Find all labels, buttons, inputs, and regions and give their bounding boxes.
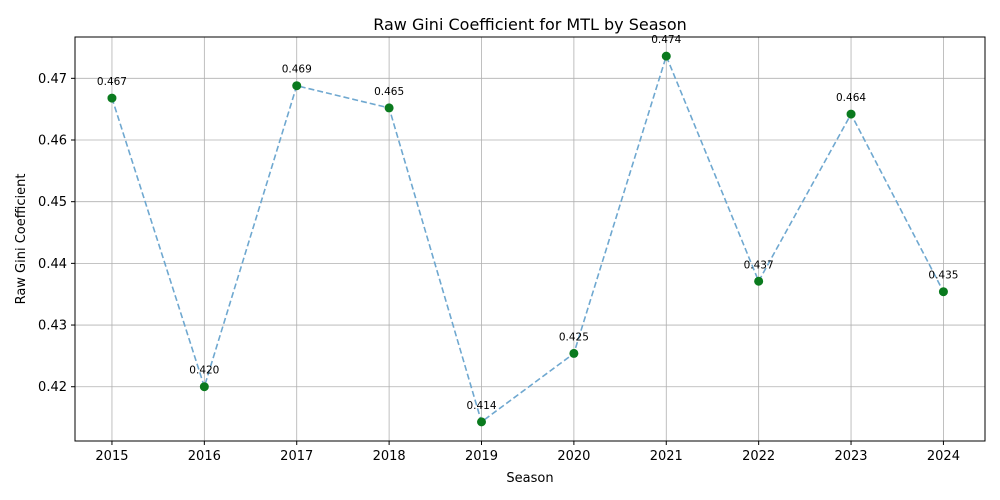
data-label: 0.469 <box>282 64 312 76</box>
data-label: 0.435 <box>928 270 958 282</box>
data-point <box>846 109 856 119</box>
y-axis-title: Raw Gini Coefficient <box>14 174 29 305</box>
data-label: 0.420 <box>189 365 219 377</box>
x-tick-label: 2023 <box>834 449 867 464</box>
data-label: 0.414 <box>466 400 496 412</box>
x-tick-label: 2021 <box>650 449 683 464</box>
x-axis-ticks: 2015 2016 2017 2018 2019 2020 2021 2022 2023 2024 <box>95 441 960 464</box>
y-tick-label: 0.44 <box>38 257 67 272</box>
x-tick-label: 2024 <box>927 449 960 464</box>
x-tick-label: 2020 <box>557 449 590 464</box>
data-label: 0.425 <box>559 331 589 343</box>
plot-frame <box>74 36 986 442</box>
data-point <box>384 103 394 113</box>
y-axis-ticks: 0.42 0.43 0.44 0.45 0.46 0.47 <box>38 72 75 395</box>
data-label: 0.437 <box>744 259 774 271</box>
series-path <box>111 53 945 424</box>
data-points <box>107 51 948 427</box>
y-tick-label: 0.42 <box>38 380 67 395</box>
data-point <box>569 348 579 358</box>
data-point <box>938 287 948 297</box>
grid-lines <box>75 37 985 441</box>
y-tick-label: 0.47 <box>38 72 67 87</box>
data-point <box>292 81 302 91</box>
data-label: 0.467 <box>97 76 127 88</box>
x-tick-label: 2019 <box>465 449 498 464</box>
x-tick-label: 2017 <box>280 449 313 464</box>
data-point <box>754 276 764 286</box>
series-line <box>111 53 945 424</box>
data-point <box>199 382 209 392</box>
x-axis-title: Season <box>506 471 553 486</box>
data-point <box>661 51 671 61</box>
data-point <box>107 93 117 103</box>
y-tick-label: 0.43 <box>38 319 67 334</box>
x-tick-label: 2022 <box>742 449 775 464</box>
x-tick-label: 2015 <box>95 449 128 464</box>
x-tick-label: 2018 <box>373 449 406 464</box>
y-tick-label: 0.46 <box>38 134 67 149</box>
data-label: 0.464 <box>836 92 866 104</box>
chart-title: Raw Gini Coefficient for MTL by Season <box>373 15 687 34</box>
data-point <box>476 417 486 427</box>
x-tick-label: 2016 <box>188 449 221 464</box>
data-label: 0.465 <box>374 86 404 98</box>
data-label: 0.474 <box>651 34 681 46</box>
y-tick-label: 0.45 <box>38 195 67 210</box>
data-labels: 0.467 0.420 0.469 0.465 0.414 0.425 0.474 0.437… <box>97 34 959 412</box>
